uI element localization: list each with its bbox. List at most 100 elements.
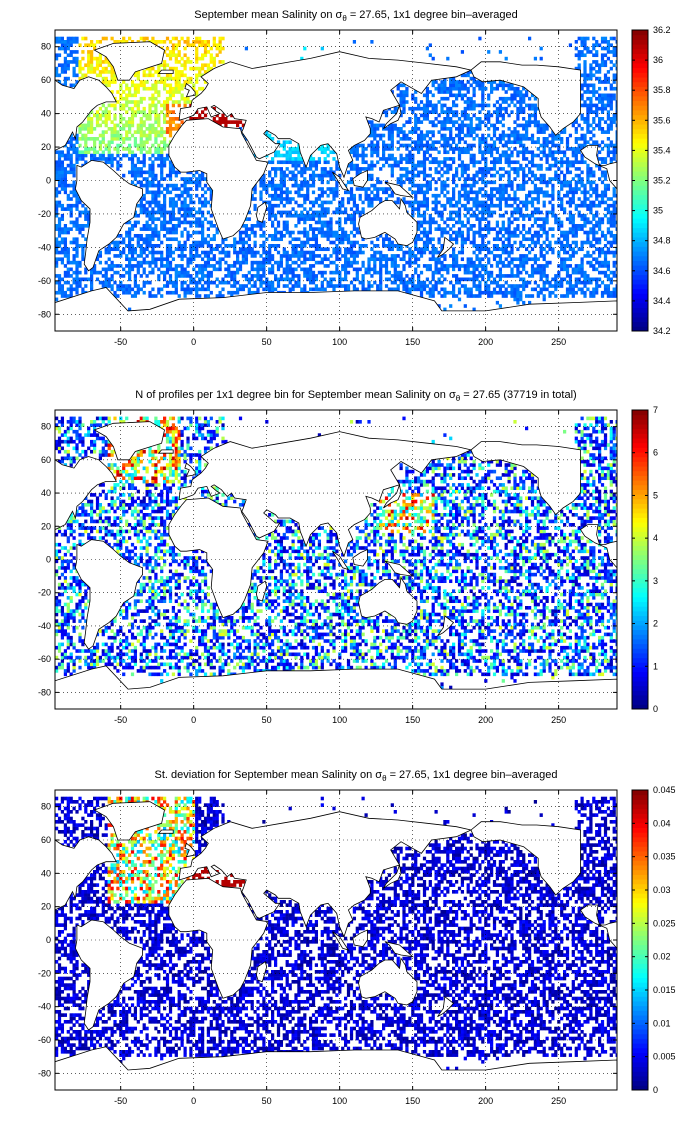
data-cell	[165, 270, 170, 275]
data-cell	[615, 250, 617, 255]
data-cell	[367, 260, 371, 265]
data-cell	[163, 277, 167, 282]
data-cell	[279, 187, 284, 191]
data-cell	[142, 203, 146, 208]
data-cell	[598, 123, 602, 128]
data-cell	[557, 254, 561, 258]
data-cell	[81, 153, 85, 158]
data-cell	[262, 200, 266, 205]
data-cell	[376, 123, 380, 128]
data-cell	[507, 140, 511, 145]
data-cell	[571, 224, 575, 228]
data-cell	[201, 220, 205, 225]
data-cell	[396, 247, 400, 252]
data-cell	[577, 177, 581, 181]
data-cell	[457, 287, 462, 292]
data-cell	[463, 123, 467, 128]
data-cell	[402, 110, 406, 114]
data-cell	[186, 203, 190, 208]
data-cell	[568, 244, 573, 248]
data-cell	[282, 160, 286, 165]
data-cell	[311, 210, 316, 215]
data-cell	[101, 140, 105, 145]
data-cell	[55, 193, 59, 198]
data-cell	[606, 230, 611, 235]
data-cell	[195, 183, 199, 188]
data-cell	[615, 287, 617, 292]
data-cell	[542, 264, 546, 268]
data-cell	[580, 153, 584, 158]
data-cell	[195, 170, 199, 175]
data-cell	[431, 250, 435, 255]
data-cell	[142, 290, 146, 295]
data-cell	[72, 193, 76, 198]
data-cell	[282, 220, 286, 225]
data-cell	[189, 193, 193, 198]
data-cell	[157, 180, 161, 185]
data-cell	[443, 110, 447, 114]
data-cell	[247, 244, 251, 248]
data-cell	[428, 264, 432, 268]
data-cell	[361, 207, 365, 211]
data-cell	[498, 183, 503, 188]
data-cell	[492, 133, 497, 138]
data-cell	[586, 140, 590, 145]
data-cell	[519, 106, 523, 111]
data-cell	[574, 187, 578, 191]
data-cell	[373, 130, 377, 134]
data-cell	[568, 274, 573, 278]
data-cell	[142, 210, 146, 215]
data-cell	[583, 213, 587, 218]
data-cell	[452, 294, 456, 298]
data-cell	[414, 207, 418, 211]
data-cell	[603, 260, 608, 265]
data-cell	[560, 160, 564, 165]
data-cell	[466, 234, 470, 238]
data-cell	[490, 173, 494, 178]
data-cell	[382, 153, 386, 158]
data-cell	[469, 120, 473, 124]
data-cell	[542, 254, 546, 258]
data-cell	[279, 277, 284, 282]
data-cell	[104, 157, 108, 161]
data-cell	[589, 230, 593, 235]
data-cell	[180, 120, 184, 124]
data-cell	[329, 187, 333, 191]
data-cell	[472, 143, 476, 148]
data-cell	[443, 193, 447, 198]
data-cell	[452, 250, 456, 255]
data-cell	[472, 270, 476, 275]
data-cell	[303, 284, 307, 288]
data-cell	[320, 224, 324, 228]
data-cell	[130, 227, 135, 231]
data-cell	[472, 250, 476, 255]
data-cell	[125, 133, 129, 138]
data-cell	[583, 120, 587, 124]
data-cell	[592, 213, 596, 218]
data-cell	[498, 200, 503, 205]
data-cell	[382, 257, 386, 262]
data-cell	[63, 153, 68, 158]
data-cell	[203, 203, 208, 208]
data-cell	[294, 160, 298, 165]
data-cell	[455, 203, 459, 208]
data-cell	[417, 106, 421, 111]
data-cell	[425, 220, 430, 225]
data-cell	[113, 123, 117, 128]
data-cell	[598, 200, 602, 205]
data-cell	[595, 240, 599, 245]
data-cell	[60, 187, 65, 191]
data-cell	[571, 217, 575, 221]
data-cell	[507, 254, 511, 258]
data-cell	[320, 173, 324, 178]
data-cell	[434, 197, 438, 201]
data-cell	[539, 210, 543, 215]
data-cell	[402, 264, 406, 268]
data-cell	[72, 277, 76, 282]
data-cell	[557, 177, 561, 181]
data-cell	[341, 200, 345, 205]
data-cell	[265, 277, 269, 282]
data-cell	[160, 213, 164, 218]
data-cell	[589, 200, 593, 205]
data-cell	[57, 220, 62, 225]
